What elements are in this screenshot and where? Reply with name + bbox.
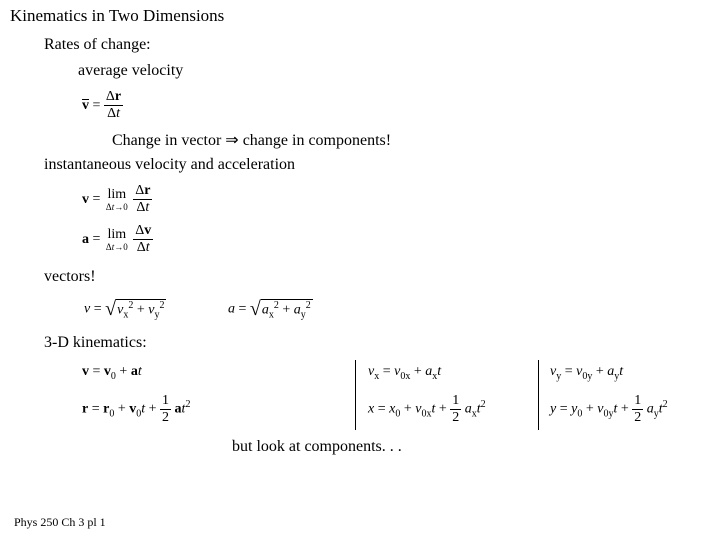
eq-y: y = y0 + v0yt + 12 ayt2	[550, 394, 668, 425]
eq-a-mag: a = √ax2 + ay2	[228, 298, 313, 321]
text-avg-vel: average velocity	[78, 62, 183, 80]
divider-bar-2	[538, 360, 539, 430]
text-3d-kin: 3-D kinematics:	[44, 334, 147, 352]
eq-avg-velocity: v = Δr Δt	[82, 90, 123, 121]
eq-vec-v: v = v0 + at	[82, 364, 142, 382]
text-vectors: vectors!	[44, 268, 96, 286]
eq-vy: vy = v0y + ayt	[550, 364, 623, 382]
eq-a-inst: a = limΔt→0 Δv Δt	[82, 224, 153, 255]
eq-v-inst: v = limΔt→0 Δr Δt	[82, 184, 152, 215]
eq-vx: vx = v0x + axt	[368, 364, 441, 382]
text-but-look: but look at components. . .	[232, 438, 402, 456]
footer-text: Phys 250 Ch 3 pl 1	[14, 515, 106, 530]
text-rates: Rates of change:	[44, 36, 151, 54]
eq-x: x = x0 + v0xt + 12 axt2	[368, 394, 486, 425]
page-title: Kinematics in Two Dimensions	[10, 6, 224, 26]
text-instantaneous: instantaneous velocity and acceleration	[44, 156, 295, 174]
eq-v-mag: v = √vx2 + vy2	[84, 298, 166, 321]
slide: { "title": "Kinematics in Two Dimensions…	[0, 0, 720, 540]
divider-bar-1	[355, 360, 356, 430]
eq-vec-r: r = r0 + v0t + 12 at2	[82, 394, 190, 425]
text-change-vec: Change in vector ⇒ change in components!	[112, 130, 391, 150]
